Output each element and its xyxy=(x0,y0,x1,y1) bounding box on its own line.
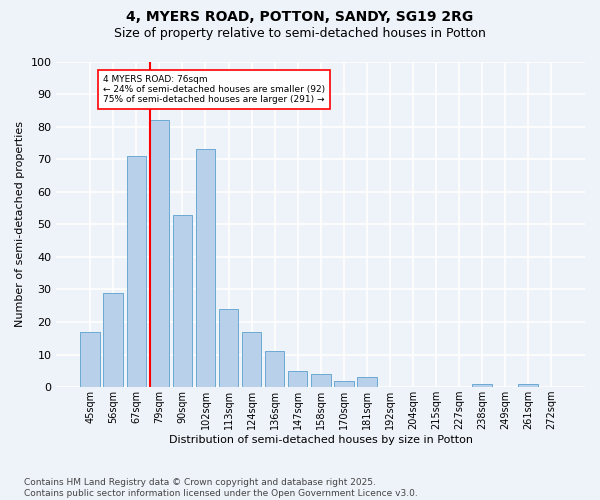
Bar xyxy=(518,384,538,387)
Bar xyxy=(219,309,238,387)
Bar xyxy=(334,380,353,387)
Text: 4, MYERS ROAD, POTTON, SANDY, SG19 2RG: 4, MYERS ROAD, POTTON, SANDY, SG19 2RG xyxy=(127,10,473,24)
Bar xyxy=(196,150,215,387)
Text: 4 MYERS ROAD: 76sqm
← 24% of semi-detached houses are smaller (92)
75% of semi-d: 4 MYERS ROAD: 76sqm ← 24% of semi-detach… xyxy=(103,74,325,104)
Text: Size of property relative to semi-detached houses in Potton: Size of property relative to semi-detach… xyxy=(114,28,486,40)
Bar xyxy=(242,332,262,387)
Bar xyxy=(472,384,492,387)
Bar xyxy=(265,352,284,387)
Bar xyxy=(288,371,307,387)
Bar xyxy=(149,120,169,387)
Bar xyxy=(173,214,192,387)
Bar xyxy=(103,292,123,387)
Y-axis label: Number of semi-detached properties: Number of semi-detached properties xyxy=(15,122,25,328)
Bar xyxy=(357,378,377,387)
Bar xyxy=(127,156,146,387)
Bar xyxy=(311,374,331,387)
X-axis label: Distribution of semi-detached houses by size in Potton: Distribution of semi-detached houses by … xyxy=(169,435,473,445)
Bar xyxy=(80,332,100,387)
Text: Contains HM Land Registry data © Crown copyright and database right 2025.
Contai: Contains HM Land Registry data © Crown c… xyxy=(24,478,418,498)
